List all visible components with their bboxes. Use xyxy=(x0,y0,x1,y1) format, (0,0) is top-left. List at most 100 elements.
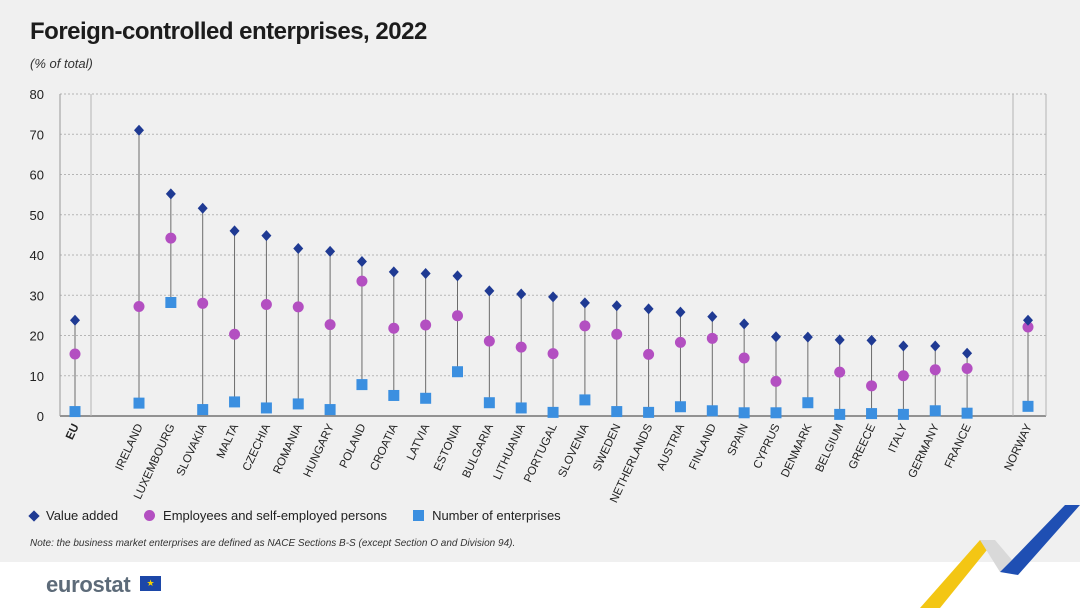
value-added-point xyxy=(356,255,367,267)
x-tick-label: DENMARK xyxy=(779,422,814,479)
employees-point xyxy=(324,319,336,331)
x-tick-label: CYPRUS xyxy=(752,422,783,471)
enterprises-point xyxy=(515,402,527,414)
employees-point xyxy=(483,335,495,347)
x-tick-label: AUSTRIA xyxy=(655,422,687,473)
legend-label-value-added: Value added xyxy=(46,508,119,523)
enterprises-point xyxy=(133,397,145,409)
enterprises-point xyxy=(643,406,655,418)
value-added-point xyxy=(611,300,622,312)
legend-item-employees: Employees and self-employed persons xyxy=(144,508,387,523)
y-tick-label: 10 xyxy=(30,369,44,384)
legend-label-employees: Employees and self-employed persons xyxy=(163,508,388,523)
value-added-point xyxy=(420,268,431,280)
x-tick-label: ITALY xyxy=(886,422,910,455)
employees-point xyxy=(165,232,177,244)
x-tick-label: LITHUANIA xyxy=(492,422,528,482)
employees-point xyxy=(834,366,846,378)
x-tick-label: CZECHIA xyxy=(241,422,273,473)
employees-point xyxy=(260,299,272,311)
x-tick-label: SLOVENIA xyxy=(556,422,591,480)
x-tick-label: ROMANIA xyxy=(271,422,305,476)
x-tick-label: BULGARIA xyxy=(461,422,497,480)
footer xyxy=(0,562,1080,608)
value-added-point xyxy=(293,243,304,255)
enterprises-point xyxy=(292,398,304,410)
value-added-point xyxy=(325,245,336,257)
value-added-point xyxy=(388,266,399,278)
x-tick-label: SPAIN xyxy=(726,422,751,458)
enterprises-point xyxy=(961,407,973,419)
employees-point xyxy=(452,310,463,322)
x-tick-label: EU xyxy=(64,422,82,442)
value-added-point xyxy=(707,311,718,323)
employees-point xyxy=(133,301,145,313)
y-tick-label: 40 xyxy=(30,248,44,263)
footnote: Note: the business market enterprises ar… xyxy=(30,538,516,549)
enterprises-point xyxy=(611,406,623,418)
legend-label-enterprises: Number of enterprises xyxy=(432,508,561,523)
x-tick-label: GERMANY xyxy=(907,422,943,480)
y-tick-label: 20 xyxy=(30,329,44,344)
x-tick-label: BELGIUM xyxy=(814,422,847,474)
chart-title: Foreign-controlled enterprises, 2022 xyxy=(30,18,427,45)
employees-point xyxy=(515,341,527,353)
employees-point xyxy=(643,348,655,360)
employees-point xyxy=(738,352,750,364)
value-added-point xyxy=(70,314,80,326)
value-added-point xyxy=(675,306,686,318)
y-tick-label: 70 xyxy=(30,127,44,142)
enterprises-point xyxy=(579,394,591,406)
x-tick-label: SWEDEN xyxy=(591,422,623,473)
enterprises-point xyxy=(324,404,336,416)
x-tick-label: POLAND xyxy=(338,422,369,470)
x-tick-label: NORWAY xyxy=(1003,422,1035,473)
employees-point xyxy=(1022,321,1034,333)
employees-point xyxy=(356,275,368,287)
employees-point xyxy=(292,301,304,313)
x-tick-label: CROATIA xyxy=(368,422,400,473)
x-tick-label: SLOVAKIA xyxy=(175,422,210,478)
x-tick-label: ESTONIA xyxy=(432,422,464,473)
enterprises-point xyxy=(452,366,463,378)
y-tick-label: 0 xyxy=(37,409,44,424)
enterprises-point xyxy=(706,405,718,417)
employees-point xyxy=(69,348,81,360)
value-added-point xyxy=(930,340,941,352)
enterprises-point xyxy=(165,296,177,308)
employees-point xyxy=(706,332,718,344)
value-added-point xyxy=(962,347,973,359)
x-tick-label: GREECE xyxy=(847,422,879,471)
enterprises-point xyxy=(866,408,878,420)
value-added-point xyxy=(898,340,909,352)
enterprises-point xyxy=(483,397,495,409)
enterprises-point xyxy=(770,407,782,419)
enterprises-point xyxy=(229,396,241,408)
enterprises-point xyxy=(834,408,846,420)
diamond-marker-icon xyxy=(28,509,40,522)
y-tick-label: 60 xyxy=(30,168,44,183)
value-added-point xyxy=(866,334,877,346)
enterprises-point xyxy=(197,404,209,416)
y-tick-label: 30 xyxy=(30,288,44,303)
value-added-point xyxy=(261,230,272,242)
employees-point xyxy=(420,319,432,331)
enterprises-point xyxy=(547,406,559,418)
value-added-point xyxy=(134,124,144,136)
x-tick-label: FRANCE xyxy=(943,422,974,470)
value-added-point xyxy=(771,331,781,343)
chart-subtitle: (% of total) xyxy=(30,56,93,71)
enterprises-point xyxy=(674,401,686,413)
decorative-chevron-icon xyxy=(920,505,1080,608)
y-tick-label: 80 xyxy=(30,87,44,102)
legend-item-value-added: Value added xyxy=(28,508,119,523)
enterprises-point xyxy=(897,408,909,420)
y-tick-label: 50 xyxy=(30,208,44,223)
x-tick-label: IRELAND xyxy=(114,422,146,472)
employees-point xyxy=(897,370,909,382)
x-tick-label: MALTA xyxy=(215,422,241,461)
square-marker-icon xyxy=(413,510,425,521)
employees-point xyxy=(929,364,941,376)
employees-point xyxy=(611,328,623,340)
employees-point xyxy=(197,297,209,309)
